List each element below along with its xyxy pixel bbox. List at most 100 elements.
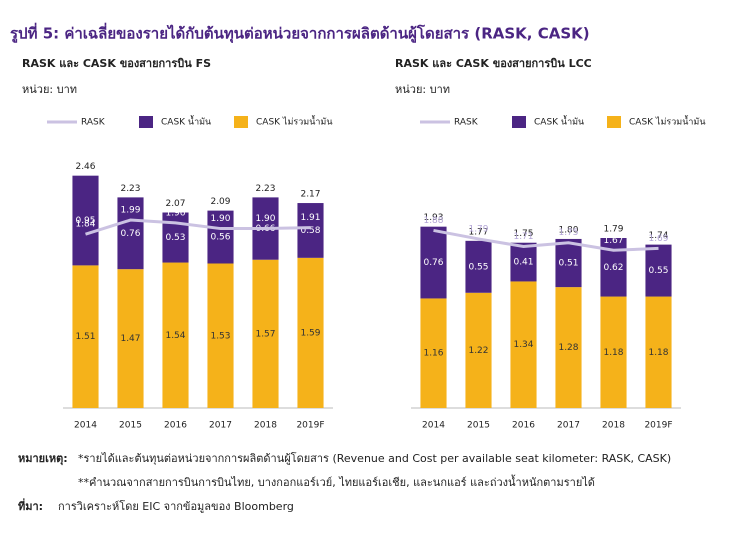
total-label: 2.46 xyxy=(75,162,95,172)
rask-line xyxy=(85,218,311,236)
note-line: **คำนวณจากสายการบินการบินไทย, บางกอกแอร์… xyxy=(78,474,595,489)
x-tick-label: 2018 xyxy=(254,421,277,431)
bar-segment xyxy=(555,287,582,408)
legend-label: RASK xyxy=(454,118,479,128)
rask-label: 1.69 xyxy=(648,234,668,244)
value-label: 1.53 xyxy=(210,331,230,341)
total-label: 2.09 xyxy=(210,197,230,207)
bar-segment xyxy=(420,226,447,299)
rask-label: 1.67 xyxy=(603,236,623,246)
source-label: ที่มา: xyxy=(18,498,43,513)
bar-segment xyxy=(645,244,672,297)
source: การวิเคราะห์โดย EIC จากข้อมูลของ Bloombe… xyxy=(58,499,294,513)
rask-label: 1.75 xyxy=(558,228,578,238)
bar-segment xyxy=(72,175,99,266)
note-label: หมายเหตุ: xyxy=(18,452,68,466)
bar-segment xyxy=(207,210,234,264)
bar-segment xyxy=(465,240,492,293)
value-label: 1.59 xyxy=(300,328,320,338)
value-label: 0.76 xyxy=(120,229,140,239)
value-label: 1.18 xyxy=(648,348,668,358)
bar-segment xyxy=(297,257,324,408)
x-tick-label: 2014 xyxy=(74,421,97,431)
bar-segment xyxy=(645,296,672,408)
total-label: 1.79 xyxy=(603,225,623,235)
value-label: 0.56 xyxy=(210,233,230,243)
note-line: *รายได้และต้นทุนต่อหน่วยจากการผลิตด้านผู… xyxy=(78,451,671,465)
bar-segment xyxy=(510,281,537,408)
value-label: 0.55 xyxy=(648,266,668,276)
value-label: 1.16 xyxy=(423,349,443,359)
value-label: 0.55 xyxy=(468,262,488,272)
value-label: 1.18 xyxy=(603,348,623,358)
x-tick-label: 2016 xyxy=(512,421,535,431)
total-label: 1.80 xyxy=(558,225,578,235)
x-tick-label: 2018 xyxy=(602,421,625,431)
value-label: 1.51 xyxy=(75,332,95,342)
x-tick-label: 2017 xyxy=(209,421,232,431)
total-label: 1.77 xyxy=(468,227,488,237)
legend-swatch xyxy=(512,116,526,128)
x-tick-label: 2015 xyxy=(467,421,490,431)
total-label: 2.07 xyxy=(165,199,185,209)
rask-label: 1.99 xyxy=(120,206,140,216)
rask-label: 1.84 xyxy=(75,220,95,230)
bar-segment xyxy=(297,203,324,258)
rask-label: 1.96 xyxy=(165,208,185,218)
bar-segment xyxy=(117,197,144,270)
bar-segment xyxy=(252,259,279,408)
value-label: 1.22 xyxy=(468,346,488,356)
chart-title: RASK และ CASK ของสายการบิน FS xyxy=(22,57,211,70)
total-label: 2.23 xyxy=(255,184,275,194)
value-label: 1.34 xyxy=(513,340,533,350)
total-label: 1.93 xyxy=(423,213,443,223)
bar-segment xyxy=(162,262,189,408)
figure-title: รูปที่ 5: ค่าเฉลี่ยของรายได้กับต้นทุนต่อ… xyxy=(10,23,590,44)
x-tick-label: 2014 xyxy=(422,421,445,431)
unit-label: หน่วย: บาท xyxy=(395,83,450,96)
x-tick-label: 2019F xyxy=(296,421,324,431)
x-tick-label: 2019F xyxy=(644,421,672,431)
x-tick-label: 2016 xyxy=(164,421,187,431)
rask-label: 1.88 xyxy=(423,216,443,226)
value-label: 0.58 xyxy=(300,226,320,236)
rask-label: 1.91 xyxy=(300,213,320,223)
bar-segment xyxy=(117,269,144,408)
value-label: 0.95 xyxy=(75,216,95,226)
rask-label: 1.79 xyxy=(468,224,488,234)
value-label: 1.57 xyxy=(255,329,275,339)
legend-swatch xyxy=(139,116,153,128)
bar-segment xyxy=(420,298,447,408)
unit-label: หน่วย: บาท xyxy=(22,83,77,96)
x-tick-label: 2015 xyxy=(119,421,142,431)
legend-swatch xyxy=(234,116,248,128)
legend-label: RASK xyxy=(81,118,106,128)
rask-line xyxy=(433,228,659,252)
value-label: 0.76 xyxy=(423,258,443,268)
legend-label: CASK น้ำมัน xyxy=(161,115,211,128)
bar-segment xyxy=(72,265,99,408)
value-label: 0.62 xyxy=(603,263,623,273)
rask-label: 1.90 xyxy=(210,214,230,224)
bar-segment xyxy=(207,263,234,408)
legend-label: CASK น้ำมัน xyxy=(534,115,584,128)
value-label: 1.28 xyxy=(558,343,578,353)
value-label: 1.54 xyxy=(165,331,185,341)
bar-segment xyxy=(465,292,492,408)
total-label: 1.74 xyxy=(648,231,668,241)
x-tick-label: 2017 xyxy=(557,421,580,431)
value-label: 1.47 xyxy=(120,334,140,344)
bar-segment xyxy=(555,238,582,288)
chart-title: RASK และ CASK ของสายการบิน LCC xyxy=(395,57,592,70)
rask-label: 1.90 xyxy=(255,214,275,224)
bar-segment xyxy=(600,296,627,408)
value-label: 0.41 xyxy=(513,258,533,268)
legend-label: CASK ไม่รวมน้ำมัน xyxy=(629,115,706,128)
legend-swatch xyxy=(607,116,621,128)
total-label: 2.23 xyxy=(120,184,140,194)
total-label: 1.75 xyxy=(513,229,533,239)
rask-label: 1.71 xyxy=(513,232,533,242)
bar-segment xyxy=(510,242,537,282)
value-label: 0.51 xyxy=(558,259,578,269)
